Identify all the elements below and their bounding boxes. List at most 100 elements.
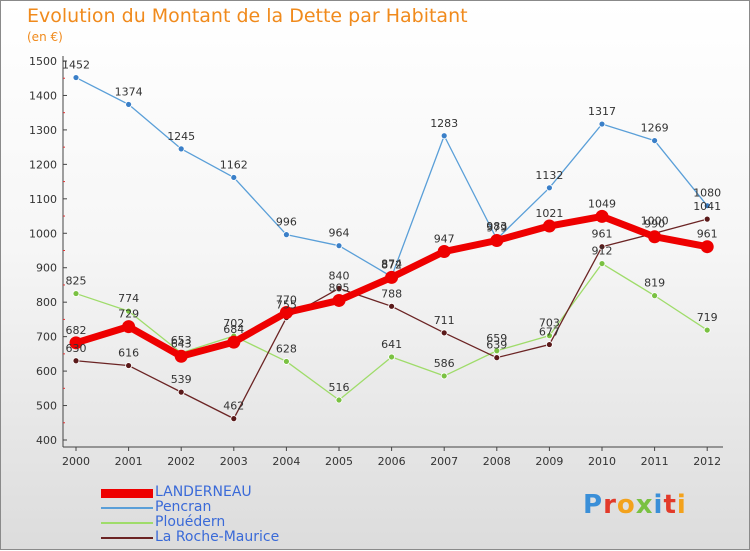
data-label: 703: [539, 317, 560, 330]
data-point: [700, 240, 714, 254]
y-tick-label: 700: [36, 331, 57, 344]
data-point: [332, 293, 346, 307]
logo-letter: P: [583, 490, 604, 520]
data-label: 630: [66, 342, 87, 355]
data-label: 947: [434, 233, 455, 246]
chart-subtitle: (en €): [27, 30, 63, 44]
data-point: [703, 215, 711, 223]
data-point: [72, 74, 80, 81]
y-tick-label: 900: [36, 262, 57, 275]
legend-label: Pencran: [155, 499, 212, 515]
y-tick-label: 1500: [29, 55, 57, 68]
series-line-la-roche-maurice: [75, 218, 708, 420]
data-point: [440, 329, 448, 337]
data-label: 586: [434, 357, 455, 370]
y-tick-label: 1400: [29, 89, 57, 102]
data-point: [335, 396, 343, 404]
y-tick-label: 800: [36, 296, 57, 309]
x-tick-label: 2007: [430, 455, 458, 468]
data-label: 729: [118, 308, 139, 321]
x-tick-label: 2005: [325, 455, 353, 468]
x-tick-label: 2009: [535, 455, 563, 468]
x-tick-label: 2012: [693, 455, 721, 468]
legend-swatch: [101, 507, 153, 509]
x-tick-label: 2011: [641, 455, 669, 468]
legend-label: Plouédern: [155, 514, 226, 530]
x-tick-label: 2002: [167, 455, 195, 468]
data-label: 755: [276, 299, 297, 312]
y-tick-label: 600: [36, 365, 57, 378]
data-point: [72, 290, 80, 297]
data-label: 539: [171, 373, 192, 386]
logo-letter: i: [676, 490, 687, 520]
data-label: 1000: [641, 214, 669, 227]
data-point: [490, 234, 504, 248]
data-point: [546, 332, 553, 340]
data-point: [595, 209, 609, 223]
data-label: 874: [381, 258, 402, 271]
data-point: [440, 132, 448, 140]
data-point: [122, 320, 136, 334]
legend-swatch: [101, 522, 153, 524]
data-label: 677: [539, 326, 560, 339]
data-point: [69, 336, 83, 350]
data-label: 641: [381, 338, 402, 351]
data-point: [651, 292, 658, 300]
data-point: [388, 353, 396, 361]
data-label: 1374: [115, 85, 143, 98]
data-point: [440, 372, 448, 380]
data-label: 702: [223, 317, 244, 330]
data-point: [227, 335, 241, 349]
data-point: [546, 184, 553, 192]
logo-letter: x: [635, 490, 654, 520]
x-tick-label: 2008: [483, 455, 511, 468]
data-point: [388, 302, 396, 310]
data-label: 840: [329, 269, 350, 282]
y-tick-label: 1200: [29, 158, 57, 171]
data-label: 912: [592, 245, 613, 258]
data-point: [282, 358, 290, 365]
data-label: 825: [66, 275, 87, 288]
data-point: [542, 219, 556, 233]
data-point: [385, 270, 399, 284]
data-label: 1452: [62, 59, 90, 72]
data-label: 1041: [693, 200, 721, 213]
x-tick-label: 2006: [378, 455, 406, 468]
data-label: 788: [381, 287, 402, 300]
legend-swatch: [101, 489, 153, 498]
data-label: 774: [118, 292, 139, 305]
data-label: 961: [592, 228, 613, 241]
data-label: 1132: [535, 169, 563, 182]
data-label: 684: [223, 323, 244, 336]
logo-letter: t: [663, 490, 677, 520]
data-label: 516: [329, 381, 350, 394]
data-label: 653: [171, 334, 192, 347]
data-label: 961: [697, 228, 718, 241]
y-tick-label: 400: [36, 434, 57, 447]
x-tick-label: 2000: [62, 455, 90, 468]
data-label: 872: [381, 258, 402, 271]
y-tick-label: 1300: [29, 124, 57, 137]
data-point: [72, 357, 80, 365]
data-label: 983: [486, 220, 507, 233]
data-point: [282, 231, 290, 239]
chart-title: Evolution du Montant de la Dette par Hab…: [27, 5, 468, 27]
data-label: 1245: [167, 130, 195, 143]
legend-label: LANDERNEAU: [155, 484, 252, 500]
data-point: [703, 202, 711, 210]
y-tick-label: 500: [36, 400, 57, 413]
logo-letter: i: [653, 490, 664, 520]
data-point: [174, 349, 188, 363]
data-label: 1162: [220, 158, 248, 171]
y-tick-label: 1100: [29, 193, 57, 206]
data-label: 979: [486, 222, 507, 235]
data-point: [279, 306, 293, 320]
data-point: [177, 388, 185, 396]
data-label: 628: [276, 342, 297, 355]
data-label: 805: [329, 281, 350, 294]
legend-swatch: [101, 537, 153, 539]
data-label: 719: [697, 311, 718, 324]
data-point: [493, 354, 501, 362]
x-tick-label: 2003: [220, 455, 248, 468]
